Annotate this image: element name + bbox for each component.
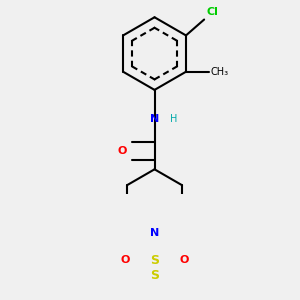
Text: N: N [150, 228, 159, 238]
Text: H: H [170, 114, 178, 124]
Text: O: O [118, 146, 127, 156]
Text: S: S [150, 269, 159, 283]
Text: S: S [150, 254, 159, 267]
Text: O: O [120, 255, 130, 265]
Text: O: O [179, 255, 189, 265]
Text: CH₃: CH₃ [211, 67, 229, 77]
Text: N: N [150, 114, 159, 124]
Text: Cl: Cl [206, 7, 218, 17]
